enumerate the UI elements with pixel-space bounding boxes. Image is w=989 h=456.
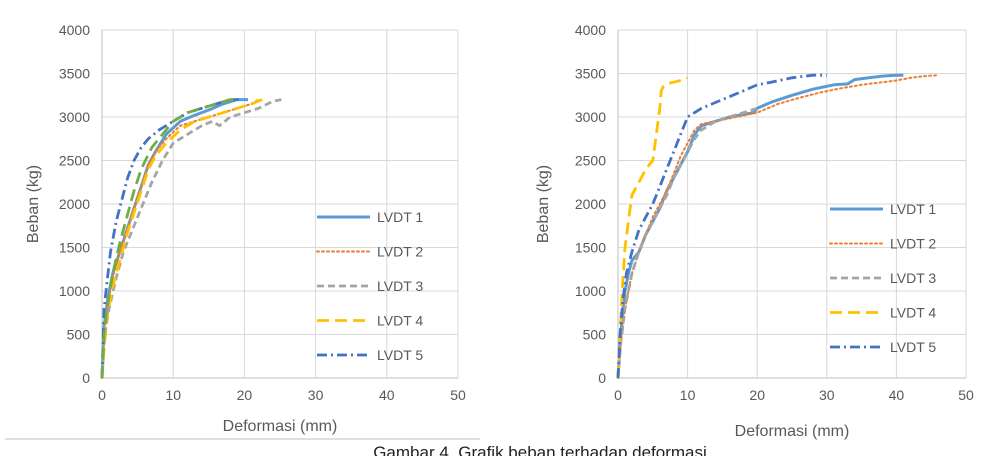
x-tick-label: 30 xyxy=(308,387,324,403)
legend-label: LVDT 2 xyxy=(377,244,423,260)
y-tick-label: 3500 xyxy=(575,66,606,82)
legend-label: LVDT 5 xyxy=(377,347,423,363)
legend-label: LVDT 2 xyxy=(890,236,936,252)
y-tick-label: 500 xyxy=(583,327,607,343)
y-tick-label: 3000 xyxy=(575,109,606,125)
y-tick-label: 1000 xyxy=(59,283,90,299)
x-tick-label: 10 xyxy=(680,387,696,403)
legend-label: LVDT 3 xyxy=(377,278,423,294)
y-axis-title: Beban (kg) xyxy=(25,165,42,243)
x-tick-label: 50 xyxy=(450,387,466,403)
legend-label: LVDT 5 xyxy=(890,339,936,355)
series-line-lvdt-5 xyxy=(616,73,827,379)
series-line-lvdt-4 xyxy=(616,76,689,379)
y-tick-label: 500 xyxy=(67,327,91,343)
y-tick-label: 2500 xyxy=(59,153,90,169)
y-tick-label: 2000 xyxy=(59,196,90,212)
x-axis-title: Deformasi (mm) xyxy=(735,423,850,440)
y-axis-title: Beban (kg) xyxy=(535,165,552,243)
series-line-lvdt-2 xyxy=(617,74,940,379)
legend-label: LVDT 1 xyxy=(890,201,936,217)
x-tick-label: 30 xyxy=(819,387,835,403)
x-tick-label: 10 xyxy=(165,387,181,403)
y-tick-label: 4000 xyxy=(59,22,90,38)
y-tick-label: 1500 xyxy=(59,240,90,256)
figure-caption: Gambar 4. Grafik beban terhadap deformas… xyxy=(373,443,707,456)
x-tick-label: 0 xyxy=(98,387,106,403)
y-tick-label: 3500 xyxy=(59,66,90,82)
chart-left: 0 500 1000 1500 2000 2500 3000 3500 4000 0 10 20 30 4… xyxy=(25,22,466,435)
y-tick-label: 1500 xyxy=(575,240,606,256)
x-tick-label: 40 xyxy=(889,387,905,403)
series-line-unlabeled xyxy=(100,98,238,379)
legend-label: LVDT 4 xyxy=(890,305,936,321)
x-tick-label: 40 xyxy=(379,387,395,403)
y-tick-label: 1000 xyxy=(575,283,606,299)
x-axis-title: Deformasi (mm) xyxy=(223,418,338,435)
y-tick-label: 4000 xyxy=(575,22,606,38)
legend-label: LVDT 4 xyxy=(377,313,423,329)
x-tick-label: 20 xyxy=(749,387,765,403)
y-tick-label: 2000 xyxy=(575,196,606,212)
x-tick-label: 0 xyxy=(614,387,622,403)
legend-label: LVDT 3 xyxy=(890,270,936,286)
y-tick-label: 2500 xyxy=(575,153,606,169)
series-line-lvdt-3 xyxy=(616,106,758,379)
y-tick-label: 3000 xyxy=(59,109,90,125)
chart-right: 0 500 1000 1500 2000 2500 3000 3500 4000 0 10 20 30 4… xyxy=(535,22,974,440)
y-tick-label: 0 xyxy=(82,370,90,386)
x-tick-label: 20 xyxy=(237,387,253,403)
x-tick-label: 50 xyxy=(958,387,974,403)
legend-label: LVDT 1 xyxy=(377,209,423,225)
series-line-lvdt-3 xyxy=(100,98,282,379)
series-line-lvdt-4 xyxy=(100,98,263,379)
series-line-lvdt-1 xyxy=(616,73,904,379)
y-tick-label: 0 xyxy=(598,370,606,386)
